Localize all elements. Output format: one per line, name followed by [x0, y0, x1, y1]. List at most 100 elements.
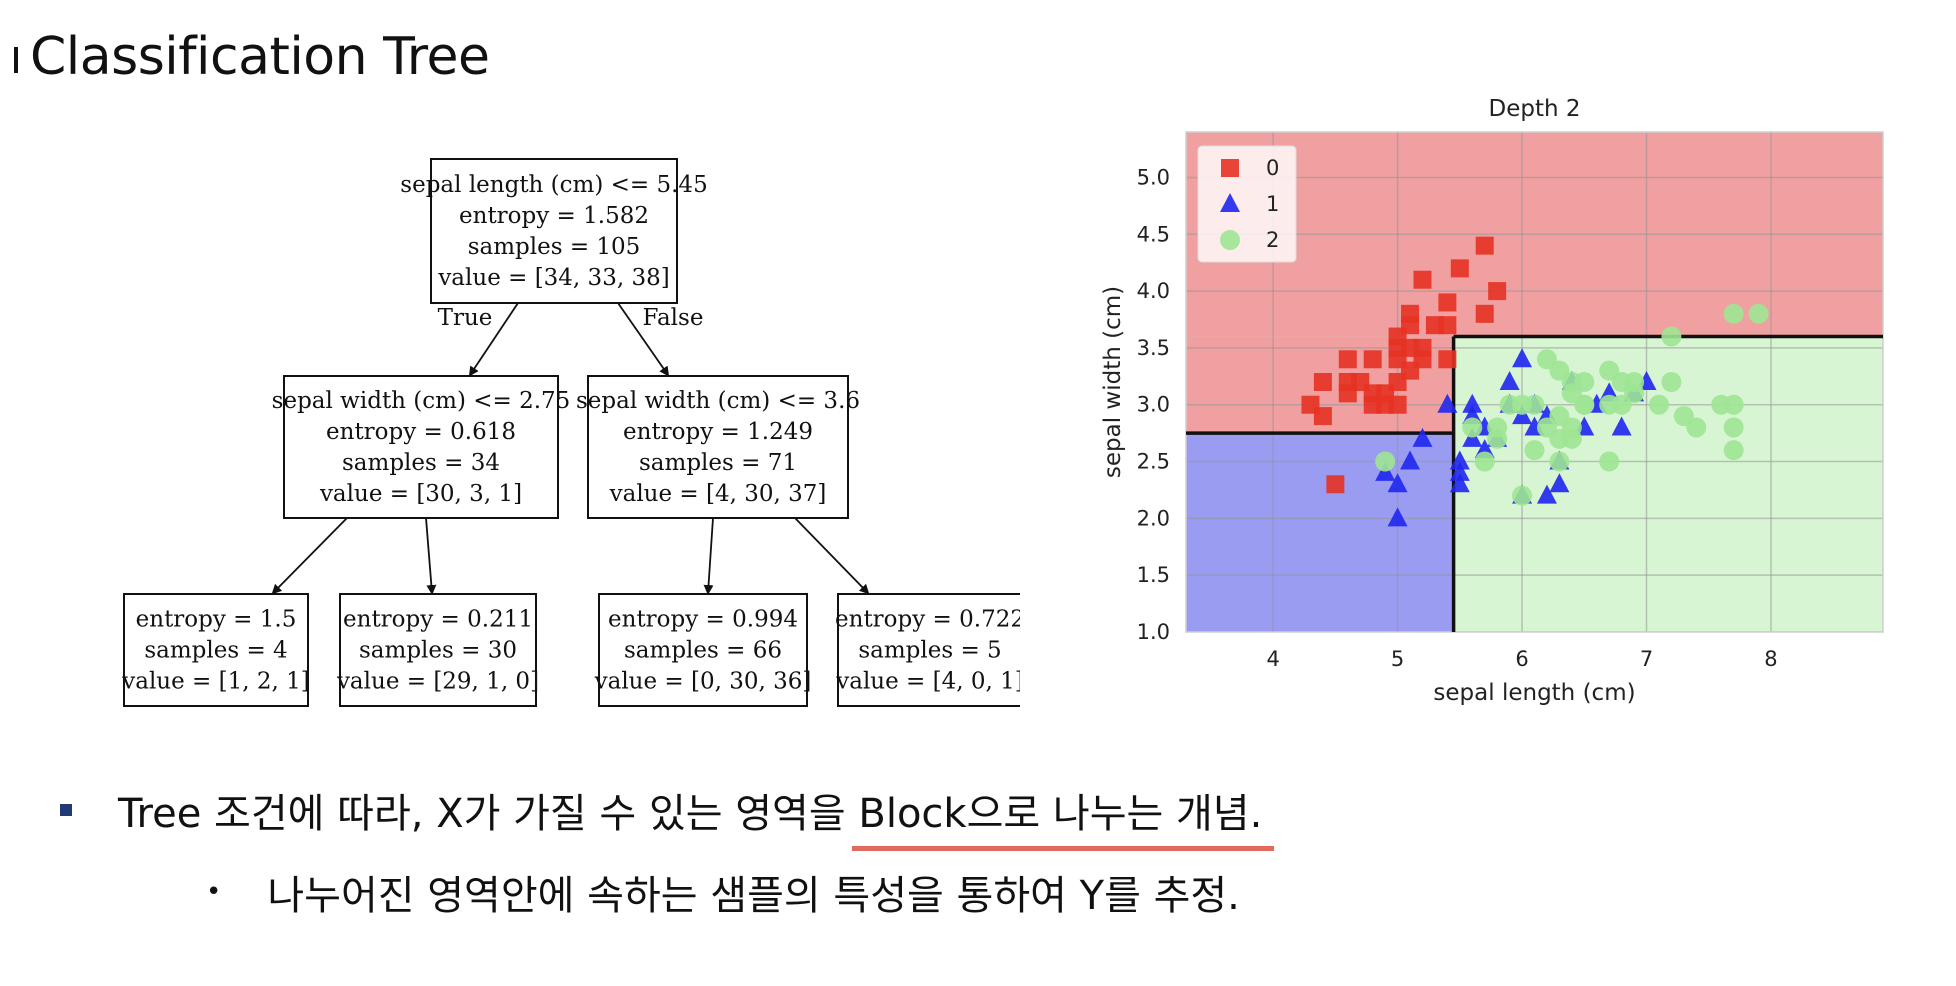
- bullet-1-underlined-text: Block으로 나누는 개념.: [852, 781, 1275, 851]
- data-point-class-1: [1449, 450, 1470, 470]
- data-point-class-1: [1412, 427, 1433, 447]
- tree-node-line: samples = 71: [639, 450, 797, 476]
- data-point-class-2: [1723, 417, 1744, 438]
- tree-node-line: value = [0, 30, 36]: [594, 669, 812, 695]
- tree-edge-left-ll: [271, 517, 348, 595]
- tree-node-line: value = [4, 0, 1]: [835, 669, 1020, 695]
- data-point-class-2: [1661, 372, 1682, 392]
- tree-node-line: entropy = 0.618: [326, 419, 516, 445]
- y-tick-label: 4.0: [1137, 279, 1170, 303]
- data-point-class-0: [1450, 259, 1469, 278]
- tree-node-line: sepal width (cm) <= 3.6: [576, 388, 860, 414]
- legend-label: 2: [1266, 228, 1279, 252]
- y-tick-label: 3.0: [1137, 393, 1170, 417]
- tree-node-right: sepal width (cm) <= 3.6 entropy = 1.249 sa…: [576, 375, 860, 519]
- data-point-class-2: [1723, 303, 1744, 324]
- tree-node-line: entropy = 1.5: [136, 607, 297, 633]
- data-point-class-0: [1363, 350, 1382, 369]
- x-tick-label: 4: [1266, 647, 1279, 671]
- tree-edge-left-lr: [425, 517, 437, 595]
- tree-node-line: value = [1, 2, 1]: [121, 669, 309, 695]
- data-point-class-0: [1401, 316, 1420, 335]
- chart-title: Depth 2: [1489, 96, 1581, 122]
- decision-tree-diagram: True False sepal length (cm) <= 5.45 entrop…: [121, 158, 1020, 707]
- data-point-class-0: [1413, 270, 1432, 289]
- tree-node-line: samples = 30: [359, 638, 517, 664]
- title-bar-marker: [14, 47, 18, 73]
- tree-node-left: sepal width (cm) <= 2.75 entropy = 0.618 s…: [272, 375, 571, 519]
- data-point-class-2: [1748, 303, 1769, 324]
- tree-node-line: value = [4, 30, 37]: [609, 481, 827, 507]
- data-point-class-1: [1387, 473, 1408, 493]
- bullet-item-1: Tree 조건에 따라, X가 가질 수 있는 영역을 Block으로 나누는 …: [60, 780, 1275, 851]
- tree-node-line: entropy = 1.582: [459, 203, 649, 229]
- tree-node-line: entropy = 0.722: [835, 607, 1020, 633]
- data-point-class-2: [1686, 417, 1707, 438]
- legend-marker-2: [1220, 230, 1240, 250]
- data-point-class-2: [1549, 451, 1570, 472]
- x-axis-label: sepal length (cm): [1433, 680, 1635, 706]
- y-tick-label: 2.0: [1137, 506, 1170, 530]
- tree-node-rr: entropy = 0.722 samples = 5 value = [4, 0,…: [835, 593, 1020, 707]
- data-point-class-0: [1438, 350, 1457, 369]
- slide-title: Classification Tree: [30, 27, 490, 87]
- tree-edge-root-left: [468, 302, 519, 377]
- y-axis-label: sepal width (cm): [1100, 286, 1126, 478]
- data-point-class-2: [1723, 440, 1744, 461]
- data-point-class-1: [1437, 393, 1458, 413]
- data-point-class-0: [1388, 395, 1407, 414]
- data-point-class-1: [1611, 416, 1632, 436]
- data-point-class-2: [1462, 417, 1483, 438]
- data-point-class-2: [1524, 394, 1545, 415]
- data-point-class-2: [1599, 451, 1620, 472]
- data-point-class-2: [1624, 372, 1645, 392]
- tree-edge-right-rr: [794, 517, 870, 595]
- data-point-class-1: [1400, 450, 1421, 470]
- data-point-class-2: [1574, 372, 1595, 392]
- tree-node-ll: entropy = 1.5 samples = 4 value = [1, 2, 1…: [121, 593, 310, 707]
- data-point-class-2: [1487, 417, 1508, 438]
- legend-marker-0: [1221, 159, 1239, 177]
- data-point-class-0: [1488, 282, 1507, 301]
- x-tick-label: 6: [1515, 647, 1528, 671]
- tree-node-line: sepal length (cm) <= 5.45: [400, 172, 707, 198]
- tree-node-line: entropy = 0.994: [608, 607, 798, 633]
- tree-node-line: samples = 66: [624, 638, 782, 664]
- tree-node-lr: entropy = 0.211 samples = 30 value = [29, …: [336, 593, 539, 707]
- data-point-class-0: [1475, 304, 1494, 323]
- tree-edge-root-right: [617, 302, 670, 377]
- data-point-class-1: [1462, 393, 1483, 413]
- data-point-class-0: [1475, 236, 1494, 255]
- x-tick-label: 5: [1391, 647, 1404, 671]
- y-tick-label: 4.5: [1137, 222, 1170, 246]
- data-point-class-1: [1499, 371, 1520, 390]
- tree-node-line: value = [34, 33, 38]: [437, 265, 669, 291]
- x-tick-label: 8: [1764, 647, 1777, 671]
- tree-node-root: sepal length (cm) <= 5.45 entropy = 1.582…: [400, 158, 708, 304]
- data-point-class-2: [1723, 394, 1744, 415]
- data-point-class-1: [1449, 461, 1470, 481]
- y-tick-label: 1.5: [1137, 563, 1170, 587]
- tree-node-line: sepal width (cm) <= 2.75: [272, 388, 571, 414]
- data-point-class-1: [1512, 348, 1533, 368]
- data-point-class-0: [1438, 316, 1457, 335]
- tree-node-line: value = [29, 1, 0]: [336, 669, 539, 695]
- tree-edge-right-rl: [703, 517, 714, 595]
- data-point-class-2: [1512, 485, 1533, 506]
- data-point-class-1: [1536, 484, 1557, 504]
- legend-label: 0: [1266, 156, 1279, 180]
- data-point-class-2: [1524, 440, 1545, 461]
- bullet-1-text-main: Tree 조건에 따라, X가 가질 수 있는 영역을: [118, 791, 859, 837]
- data-point-class-1: [1449, 473, 1470, 493]
- y-tick-label: 5.0: [1137, 165, 1170, 189]
- data-point-class-1: [1387, 507, 1408, 527]
- bullet-1-text: Tree 조건에 따라, X가 가질 수 있는 영역을 Block으로 나누는 …: [118, 781, 1275, 851]
- data-point-class-2: [1574, 394, 1595, 415]
- data-point-class-0: [1326, 475, 1345, 494]
- tree-node-line: value = [30, 3, 1]: [319, 481, 522, 507]
- data-point-class-0: [1438, 293, 1457, 312]
- tree-node-line: entropy = 1.249: [623, 419, 813, 445]
- slide-title-block: Classification Tree: [14, 22, 490, 92]
- tree-node-line: samples = 105: [468, 234, 641, 260]
- data-point-class-0: [1313, 373, 1332, 391]
